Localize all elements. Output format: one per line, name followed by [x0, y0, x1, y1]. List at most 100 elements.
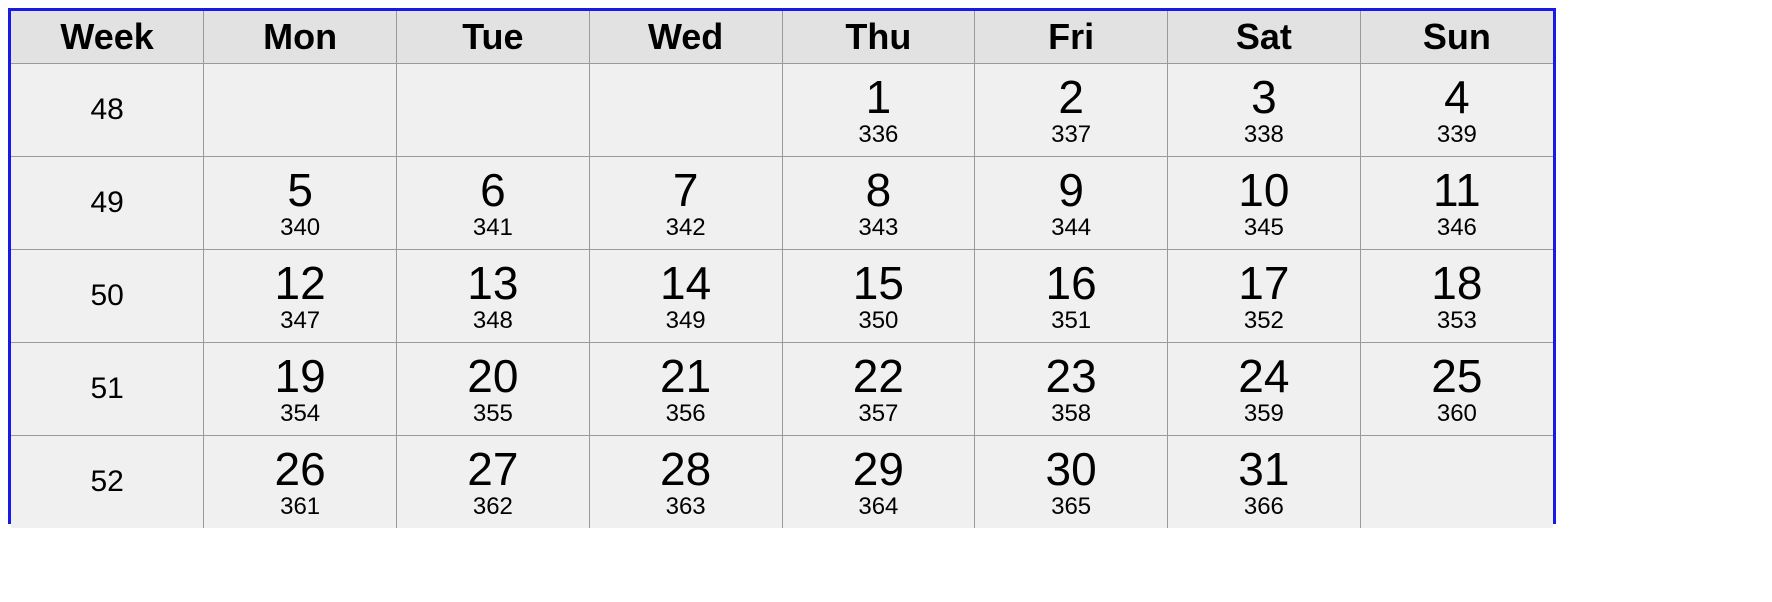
day-cell: 28 363 — [588, 435, 783, 528]
day-number: 2 — [1058, 71, 1084, 123]
day-cell: 7 342 — [588, 156, 783, 250]
day-number: 11 — [1432, 164, 1481, 216]
day-of-year: 350 — [858, 307, 899, 334]
day-of-year: 365 — [1051, 493, 1092, 520]
day-of-year: 340 — [280, 214, 321, 241]
day-of-year: 354 — [280, 400, 321, 427]
day-cell: 15 350 — [781, 249, 976, 343]
day-cell: 31 366 — [1167, 435, 1361, 528]
day-number: 8 — [865, 164, 892, 216]
header-thu: Thu — [781, 11, 976, 64]
day-number: 28 — [660, 443, 712, 495]
day-number: 26 — [274, 443, 326, 495]
header-row: Week Mon Tue Wed Thu Fri Sat Sun — [11, 11, 1553, 64]
day-cell: 4 339 — [1359, 63, 1553, 157]
week-row: 48 1 336 2 337 3 338 4 339 — [11, 63, 1553, 157]
week-number: 50 — [11, 249, 205, 343]
week-row: 50 12 347 13 348 14 349 15 350 16 351 17 352 1… — [11, 249, 1553, 343]
header-sat: Sat — [1167, 11, 1361, 64]
day-number: 16 — [1045, 257, 1097, 309]
day-cell: 6 341 — [396, 156, 590, 250]
day-cell-empty — [396, 63, 590, 157]
day-number: 1 — [865, 71, 892, 123]
week-row: 49 5 340 6 341 7 342 8 343 9 344 10 345 11 346 — [11, 156, 1553, 250]
day-cell: 11 346 — [1359, 156, 1553, 250]
day-of-year: 342 — [665, 214, 706, 241]
day-cell: 23 358 — [974, 342, 1168, 436]
day-cell: 27 362 — [396, 435, 590, 528]
day-of-year: 362 — [472, 493, 513, 520]
day-of-year: 346 — [1436, 214, 1477, 241]
day-number: 30 — [1045, 443, 1097, 495]
day-of-year: 355 — [472, 400, 513, 427]
day-cell: 24 359 — [1167, 342, 1361, 436]
day-of-year: 349 — [665, 307, 706, 334]
day-of-year: 347 — [280, 307, 321, 334]
day-of-year: 363 — [665, 493, 706, 520]
header-mon: Mon — [203, 11, 397, 64]
day-cell: 25 360 — [1359, 342, 1553, 436]
day-cell-empty — [588, 63, 783, 157]
day-number: 7 — [672, 164, 699, 216]
day-number: 21 — [660, 350, 712, 402]
day-of-year: 343 — [858, 214, 899, 241]
day-of-year: 351 — [1051, 307, 1092, 334]
day-cell: 5 340 — [203, 156, 397, 250]
day-cell: 10 345 — [1167, 156, 1361, 250]
day-number: 22 — [852, 350, 904, 402]
day-of-year: 359 — [1243, 400, 1284, 427]
day-of-year: 341 — [472, 214, 513, 241]
week-row: 51 19 354 20 355 21 356 22 357 23 358 24 359 2… — [11, 342, 1553, 436]
day-number: 29 — [852, 443, 904, 495]
day-of-year: 358 — [1051, 400, 1092, 427]
day-number: 6 — [480, 164, 506, 216]
day-of-year: 356 — [665, 400, 706, 427]
day-of-year: 357 — [858, 400, 899, 427]
day-cell: 20 355 — [396, 342, 590, 436]
week-row: 52 26 361 27 362 28 363 29 364 30 365 31 366 — [11, 435, 1553, 528]
day-number: 4 — [1444, 71, 1470, 123]
day-cell: 16 351 — [974, 249, 1168, 343]
day-number: 12 — [274, 257, 326, 309]
week-number: 48 — [11, 63, 205, 157]
day-cell: 14 349 — [588, 249, 783, 343]
header-tue: Tue — [396, 11, 590, 64]
day-number: 24 — [1238, 350, 1290, 402]
day-number: 15 — [852, 257, 904, 309]
day-number: 20 — [467, 350, 519, 402]
day-of-year: 344 — [1051, 214, 1092, 241]
day-of-year: 353 — [1436, 307, 1477, 334]
header-fri: Fri — [974, 11, 1168, 64]
week-number: 52 — [11, 435, 205, 528]
day-cell-empty — [203, 63, 397, 157]
day-of-year: 338 — [1243, 121, 1284, 148]
day-cell: 1 336 — [781, 63, 976, 157]
day-of-year: 337 — [1051, 121, 1092, 148]
day-of-year: 348 — [472, 307, 513, 334]
day-number: 10 — [1238, 164, 1290, 216]
day-number: 25 — [1431, 350, 1483, 402]
day-number: 9 — [1058, 164, 1084, 216]
day-of-year: 339 — [1436, 121, 1477, 148]
day-number: 23 — [1045, 350, 1097, 402]
day-of-year: 336 — [858, 121, 899, 148]
day-cell: 8 343 — [781, 156, 976, 250]
day-number: 31 — [1238, 443, 1290, 495]
header-week: Week — [11, 11, 205, 64]
day-cell: 21 356 — [588, 342, 783, 436]
day-cell: 13 348 — [396, 249, 590, 343]
day-cell: 29 364 — [781, 435, 976, 528]
day-cell: 17 352 — [1167, 249, 1361, 343]
day-number: 5 — [287, 164, 313, 216]
day-of-year: 361 — [280, 493, 321, 520]
day-cell: 18 353 — [1359, 249, 1553, 343]
day-cell: 9 344 — [974, 156, 1168, 250]
day-of-year: 352 — [1243, 307, 1284, 334]
day-of-year: 364 — [858, 493, 899, 520]
day-cell: 19 354 — [203, 342, 397, 436]
day-number: 14 — [660, 257, 712, 309]
day-cell: 2 337 — [974, 63, 1168, 157]
day-cell: 12 347 — [203, 249, 397, 343]
day-number: 13 — [467, 257, 519, 309]
day-number: 27 — [467, 443, 519, 495]
